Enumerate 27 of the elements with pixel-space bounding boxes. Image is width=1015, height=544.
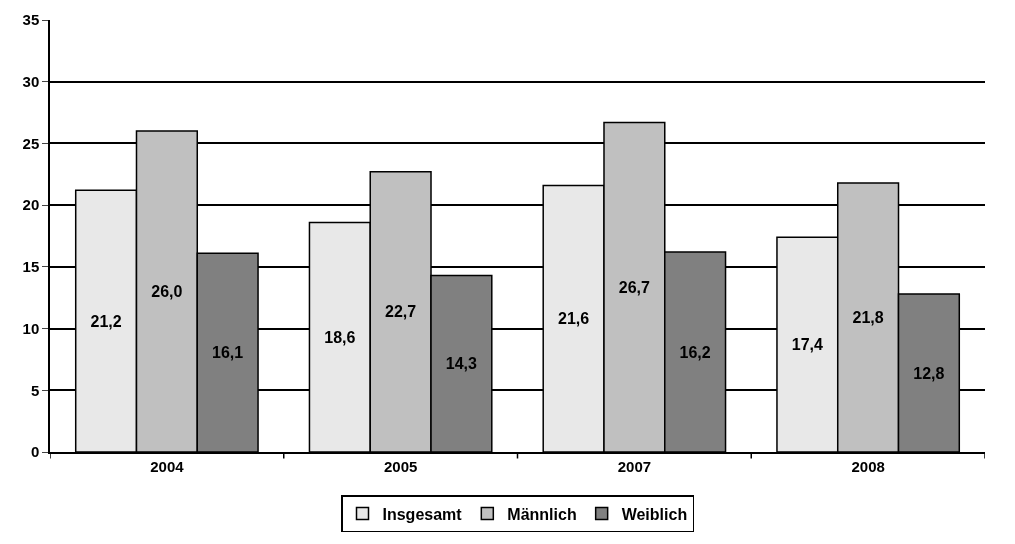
data-label: 17,4 (791, 336, 823, 354)
data-label: 21,6 (557, 310, 590, 328)
x-tick-label: 2004 (150, 457, 185, 475)
data-label: 21,2 (90, 312, 122, 330)
y-tick-label: 30 (22, 72, 40, 90)
y-tick-label: 25 (22, 134, 40, 152)
y-tick-label: 20 (22, 196, 40, 214)
y-tick-label: 10 (22, 319, 40, 337)
data-label: 16,1 (212, 344, 244, 362)
x-tick-label: 2007 (617, 457, 652, 475)
y-tick-label: 0 (30, 443, 40, 461)
data-label: 16,2 (679, 343, 711, 361)
legend-label: Männlich (507, 505, 577, 523)
data-label: 21,8 (852, 308, 884, 326)
data-label: 14,3 (445, 355, 478, 373)
y-tick-label: 35 (22, 11, 40, 29)
data-label: 26,7 (618, 278, 650, 296)
x-tick-label: 2005 (383, 457, 418, 475)
x-tick-label: 2008 (851, 457, 885, 475)
data-label: 26,0 (151, 283, 183, 301)
legend-label: Insgesamt (382, 505, 463, 523)
data-label: 12,8 (913, 364, 945, 382)
data-label: 18,6 (324, 328, 356, 346)
y-tick-label: 15 (22, 258, 40, 276)
y-tick-label: 5 (30, 381, 40, 399)
data-label: 22,7 (385, 303, 417, 321)
legend-label: Weiblich (621, 505, 688, 523)
